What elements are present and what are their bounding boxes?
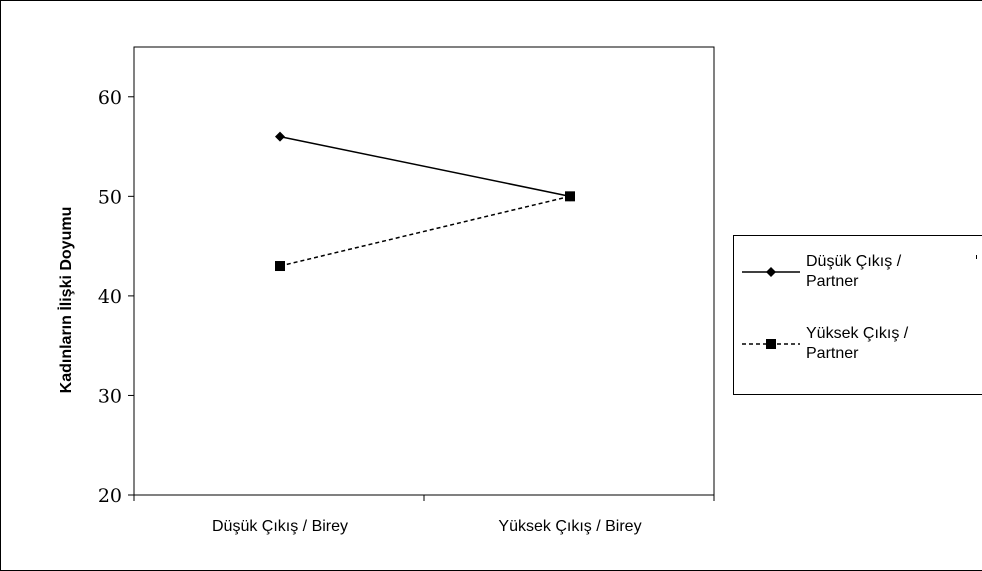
- plot-area: [133, 46, 715, 496]
- data-point-diamond: [275, 131, 285, 142]
- legend-label-2-line1: Yüksek Çıkış /: [806, 325, 909, 342]
- legend-label-1-line2: Partner: [806, 273, 859, 290]
- y-axis: 20 30 40 50 60: [98, 87, 134, 507]
- series-line-2: [279, 195, 571, 267]
- legend-mark: [976, 255, 977, 259]
- y-tick-label: 20: [98, 485, 122, 507]
- y-tick-label: 60: [98, 87, 122, 109]
- x-tick-label: Düşük Çıkış / Birey: [212, 518, 348, 535]
- legend-swatch-square: [742, 339, 800, 349]
- legend-label-2: Yüksek Çıkış / Partner: [806, 324, 976, 364]
- series-layer: [275, 131, 575, 272]
- legend-label-1-line1: Düşük Çıkış /: [806, 253, 902, 270]
- legend: Düşük Çıkış / Partner Yüksek Çıkış / Par…: [733, 235, 982, 395]
- x-axis: Düşük Çıkış / Birey Yüksek Çıkış / Birey: [133, 495, 715, 535]
- legend-label-2-line2: Partner: [806, 345, 859, 362]
- x-tick-label: Yüksek Çıkış / Birey: [498, 518, 641, 535]
- y-tick-label: 40: [98, 286, 122, 308]
- legend-item-1: Düşük Çıkış / Partner: [742, 252, 982, 296]
- legend-label-1: Düşük Çıkış / Partner: [806, 252, 976, 292]
- y-tick-label: 50: [98, 186, 122, 208]
- series-line-1: [279, 135, 571, 198]
- legend-item-2: Yüksek Çıkış / Partner: [742, 324, 982, 368]
- legend-swatch-diamond: [742, 267, 800, 277]
- data-point-square: [275, 261, 285, 272]
- y-axis-title: Kadınların İlişki Doyumu: [57, 207, 75, 394]
- y-tick-label: 30: [98, 385, 122, 407]
- data-point-square: [565, 191, 575, 202]
